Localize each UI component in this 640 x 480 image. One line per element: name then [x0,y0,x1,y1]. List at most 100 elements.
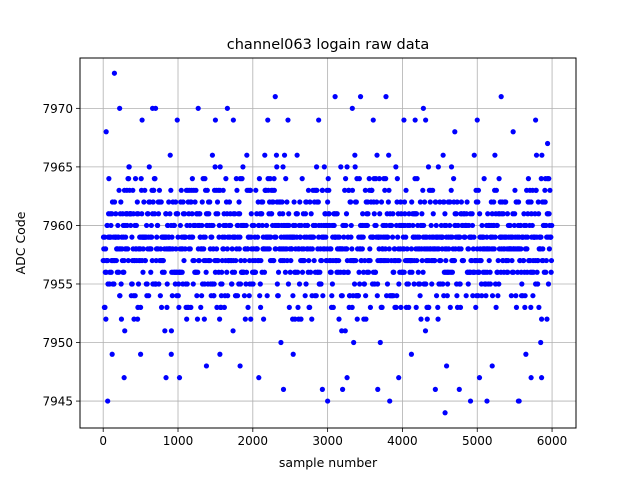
data-point [148,222,154,229]
data-point [273,234,279,240]
data-point [332,94,338,100]
data-point [418,316,424,322]
data-point [202,234,208,240]
data-point [163,211,169,217]
x-axis-label: sample number [279,455,378,470]
data-point [373,176,379,182]
data-point [319,257,325,264]
data-point [454,199,460,205]
data-point [259,211,265,217]
data-point [301,257,307,264]
data-point [515,199,522,205]
data-point [231,269,238,275]
data-point [233,257,239,264]
data-point [234,187,240,193]
data-point [495,257,501,264]
data-point [524,234,531,240]
data-point [209,234,215,240]
data-point [104,222,110,229]
data-point [423,281,429,287]
data-point [452,129,458,135]
data-point [317,269,323,275]
data-point [489,211,495,217]
data-point [419,211,425,217]
data-point [298,316,304,322]
data-point [242,257,248,264]
data-point [538,176,544,182]
data-point [279,199,285,205]
data-point [151,187,157,193]
data-point [291,199,297,205]
x-tick-label: 4000 [387,434,418,448]
data-point [536,304,542,310]
data-point [211,281,217,287]
data-point [225,293,231,299]
data-point [386,187,392,193]
data-point [302,211,309,217]
y-tick-label: 7955 [42,277,73,291]
data-point [125,246,131,252]
data-point [481,176,487,182]
data-point [533,152,540,158]
data-point [538,375,545,381]
data-point [132,176,139,182]
data-point [188,199,194,205]
data-point [156,187,163,193]
data-point [542,187,548,193]
data-point [103,316,109,322]
data-point [359,246,365,252]
data-point [411,281,417,287]
data-point [260,199,266,205]
data-point [292,222,298,229]
data-point [420,105,426,111]
data-point [226,199,233,205]
data-point [194,316,201,322]
data-point [181,257,187,264]
data-point [463,211,470,217]
data-point [303,199,309,205]
data-point [148,269,154,275]
data-point [105,398,111,404]
data-point [118,316,125,322]
data-point [393,304,399,310]
data-point [117,293,123,299]
x-tick-label: 2000 [238,434,269,448]
data-point [141,199,147,205]
data-point [402,211,408,217]
data-point [283,176,289,182]
data-point [451,176,457,182]
data-point [247,187,254,193]
data-point [202,176,208,182]
data-point [365,211,371,217]
data-point [535,211,542,217]
data-point [398,211,404,217]
data-point [421,199,428,205]
data-point [436,246,442,252]
data-point [108,269,114,275]
data-point [479,222,485,229]
data-point [209,152,216,158]
data-point [135,316,141,322]
data-point [353,257,359,264]
data-point [109,351,115,357]
data-point [453,211,459,217]
data-point [212,164,218,170]
data-point [299,269,306,275]
data-point [413,304,419,310]
data-point [451,257,458,264]
data-point [334,211,340,217]
data-point [173,246,179,252]
data-point [489,363,495,369]
data-point [265,117,271,123]
data-point [487,269,493,275]
data-point [512,211,518,217]
data-point [419,257,425,264]
data-point [171,222,178,229]
data-point [294,211,301,217]
data-point [243,281,249,287]
data-point [406,211,412,217]
data-point [234,293,241,299]
data-point [143,222,150,229]
data-point [401,199,408,205]
